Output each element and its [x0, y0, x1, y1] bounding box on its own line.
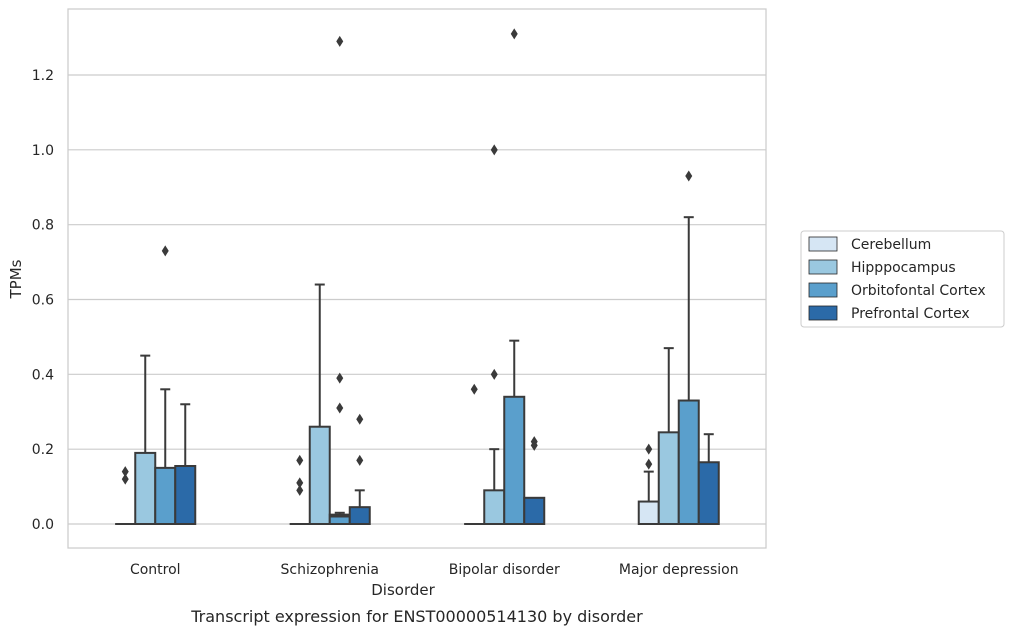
x-axis: Control Schizophrenia Bipolar disorder Majo…	[130, 562, 739, 578]
outlier-point	[336, 372, 344, 384]
outlier-point	[336, 35, 344, 47]
outlier-point	[336, 402, 344, 414]
outlier-point	[490, 144, 498, 156]
box-0-1	[289, 454, 310, 525]
outlier-point	[356, 454, 364, 466]
y-tick-label: 0.8	[32, 218, 54, 234]
legend-label: Orbitofontal Cortex	[851, 283, 986, 299]
box-1-2	[483, 144, 506, 526]
y-axis: 0.0 0.2 0.4 0.6 0.8 1.0 1.2	[32, 68, 54, 533]
outlier-point	[470, 383, 478, 395]
box-rect	[348, 506, 371, 526]
legend-swatch	[808, 236, 838, 252]
box-0-3	[637, 443, 660, 525]
box-rect	[677, 399, 700, 525]
outlier-point	[296, 484, 304, 496]
outlier-point	[510, 28, 518, 40]
legend: Cerebellum Hipppocampus Orbitofontal Corte…	[800, 230, 1005, 328]
box-3-1	[348, 413, 371, 526]
legend-label: Cerebellum	[851, 237, 931, 253]
box-1-3	[657, 347, 680, 525]
outlier-point	[161, 245, 169, 257]
legend-swatch	[808, 259, 838, 275]
box-3-2	[523, 436, 546, 525]
outlier-point	[296, 477, 304, 489]
box-1-0	[134, 354, 157, 525]
box-1-1	[308, 283, 331, 526]
box-2-0	[154, 245, 177, 525]
box-2-2	[503, 28, 526, 525]
box-rect	[174, 465, 197, 526]
legend-label: Prefrontal Cortex	[851, 306, 970, 322]
x-axis-title: Disorder	[371, 581, 435, 599]
outlier-point	[645, 458, 653, 470]
outlier-point	[296, 454, 304, 466]
box-rect	[154, 466, 177, 525]
y-tick-label: 0.4	[32, 367, 54, 383]
box-rect	[308, 425, 331, 526]
outlier-point	[121, 466, 129, 478]
box-0-0	[115, 466, 136, 525]
x-tick-label: Bipolar disorder	[449, 562, 560, 578]
outlier-point	[121, 473, 129, 485]
box-3-3	[697, 433, 720, 526]
legend-swatch	[808, 282, 838, 298]
box-rect	[523, 496, 546, 525]
legend-frame	[800, 230, 1005, 328]
y-tick-label: 1.0	[32, 143, 54, 159]
outlier-point	[685, 170, 693, 182]
boxes	[115, 28, 720, 526]
x-tick-label: Schizophrenia	[281, 562, 379, 578]
box-0-2	[464, 383, 485, 525]
outlier-point	[645, 443, 653, 455]
figure-caption: Transcript expression for ENST0000051413…	[190, 607, 643, 626]
plot-area	[67, 8, 767, 549]
box-2-1	[328, 35, 351, 525]
box-rect	[503, 395, 526, 525]
box-rect	[483, 489, 506, 526]
y-tick-label: 0.6	[32, 293, 54, 309]
box-rect	[697, 461, 720, 526]
box-3-0	[174, 403, 197, 526]
outlier-point	[356, 413, 364, 425]
legend-swatch	[808, 305, 838, 321]
box-2-3	[677, 170, 700, 525]
y-tick-label: 0.2	[32, 442, 54, 458]
x-tick-label: Control	[130, 562, 181, 578]
legend-label: Hipppocampus	[851, 260, 956, 276]
box-rect	[134, 451, 157, 525]
box-rect	[637, 500, 660, 525]
y-axis-title: TPMs	[7, 259, 25, 299]
x-tick-label: Major depression	[619, 562, 739, 578]
y-tick-label: 1.2	[32, 68, 54, 84]
box-rect	[657, 431, 680, 525]
y-tick-label: 0.0	[32, 517, 54, 533]
outlier-point	[530, 436, 538, 448]
outlier-point	[490, 368, 498, 380]
